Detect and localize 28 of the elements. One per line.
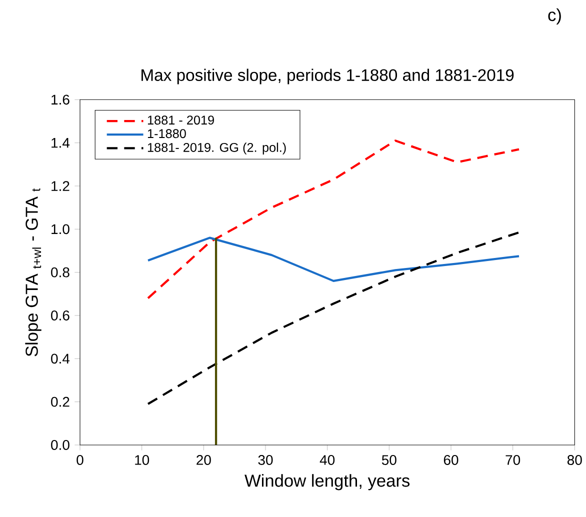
y-tick-label: 0.6 <box>51 310 70 320</box>
y-tick-label: 1.4 <box>52 138 70 148</box>
line-series <box>146 236 520 282</box>
line-series <box>146 140 520 300</box>
y-tick-label: 0.0 <box>51 440 70 450</box>
chart-title: Max positive slope, periods 1-1880 and 1881-2019 <box>142 68 514 84</box>
text: c) <box>548 8 561 25</box>
y-tick-label: 0.2 <box>51 396 70 407</box>
x-axis-title: Window length, years <box>244 474 410 490</box>
x-tick-label: 70 <box>506 455 520 465</box>
x-tick-label: 80 <box>567 455 582 465</box>
y-tick-label: 0.4 <box>51 354 70 364</box>
y-tick-label: 1.6 <box>52 94 70 105</box>
x-tick-label: 0 <box>76 455 84 465</box>
x-tick-label: 20 <box>196 455 211 465</box>
legend-label: 1881 - 2019 <box>148 116 214 125</box>
y-tick-label: 0.8 <box>51 267 70 278</box>
y-axis-title: Slope GTA $_{t+wl}$ - GTA $_{t}$ <box>25 188 42 356</box>
line-series <box>146 231 520 406</box>
x-tick-label: 10 <box>135 455 150 465</box>
legend-label: 1-1880 <box>148 129 186 138</box>
x-tick-label: 30 <box>258 455 273 465</box>
x-tick-label: 50 <box>382 455 396 465</box>
legend-label: 1881- 2019. GG (2. pol.) <box>148 142 286 154</box>
x-tick-label: 40 <box>320 455 335 465</box>
y-tick-label: 1.0 <box>52 224 70 234</box>
x-tick-label: 60 <box>444 455 458 465</box>
y-tick-label: 1.2 <box>52 181 70 191</box>
